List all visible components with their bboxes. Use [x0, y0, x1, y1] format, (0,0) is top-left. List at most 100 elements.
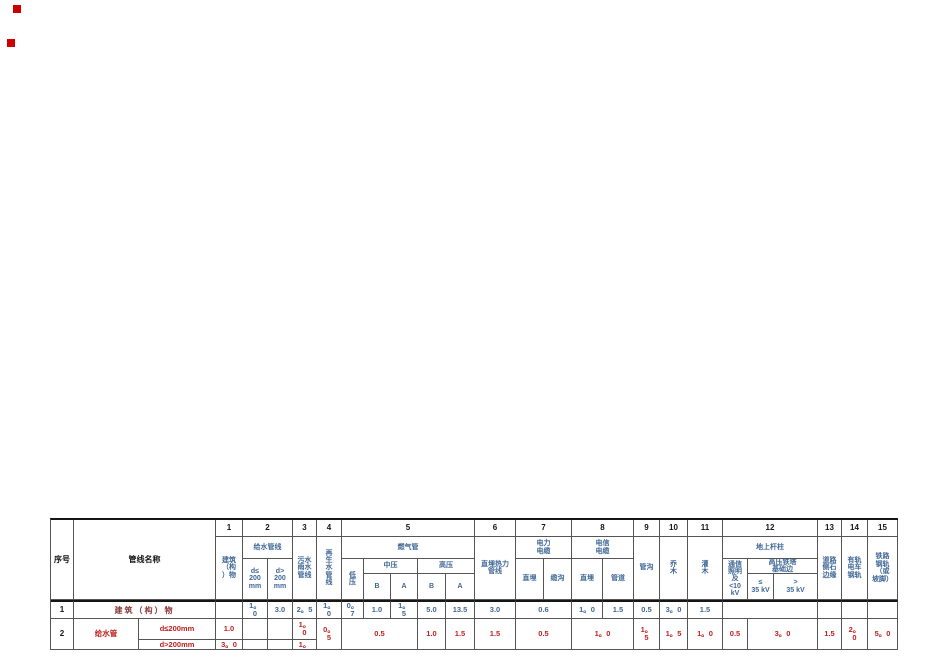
col-number: 15: [868, 520, 898, 537]
header-water-supply-group: 给水管线: [243, 537, 293, 559]
row2-cell-gas-high-a: 1.5: [446, 619, 475, 650]
row1-cell-gas-high-b: 5.0: [418, 600, 446, 619]
col-number: 4: [317, 520, 342, 537]
row2-cell-reclaimed: 0。 5: [317, 619, 342, 650]
header-pipeline-name: 管线名称: [74, 520, 216, 600]
header-gas-high-b: B: [418, 574, 446, 600]
row1-cell-tram: [842, 600, 868, 619]
row1-cell-trench: 0.5: [634, 600, 660, 619]
row1-name: 建筑（构）物: [74, 600, 216, 619]
header-pole-comm: 通信 照明 及 <10 kV: [723, 559, 748, 600]
row2-cell-building-large: 3。0: [216, 640, 243, 650]
row1-cell-building: [216, 600, 243, 619]
row2-spec-large: d>200mm: [139, 640, 216, 650]
row1-cell-shrub: 1.5: [688, 600, 723, 619]
col-number: 9: [634, 520, 660, 537]
header-telecom-direct: 直埋: [572, 559, 603, 600]
row2-cell-shrub: 1。0: [688, 619, 723, 650]
header-water-d-large: d> 200 mm: [268, 559, 293, 600]
header-telecom-duct: 管道: [603, 559, 634, 600]
header-water-d-small: d≤ 200 mm: [243, 559, 268, 600]
row2-cell-curb: 1.5: [818, 619, 842, 650]
col-number: 6: [475, 520, 516, 537]
header-gas-group: 燃气管: [342, 537, 475, 559]
header-gas-mid-b: B: [364, 574, 391, 600]
header-tree: 乔 木: [660, 537, 688, 600]
header-pole-group: 地上杆柱: [723, 537, 818, 559]
row1-cell-telecom-duct: 1.5: [603, 600, 634, 619]
row2-seq: 2: [51, 619, 74, 650]
header-railway-rail: 铁路 钢轨 （或 坡脚）: [868, 537, 898, 600]
col-number: 12: [723, 520, 818, 537]
col-number: 1: [216, 520, 243, 537]
row1-cell-reclaimed: 1。 0: [317, 600, 342, 619]
col-number: 2: [243, 520, 293, 537]
header-building: 建筑 （构 ）物: [216, 537, 243, 600]
header-road-curb: 道路 侧石 边缘: [818, 537, 842, 600]
header-telecom-cable-group: 电信 电缆: [572, 537, 634, 559]
header-pole-hv-tower: 高压铁塔 基础边: [748, 559, 818, 574]
row2-cell-pole-hv: 3。0: [748, 619, 818, 650]
row2-name: 给水管: [74, 619, 139, 650]
header-gas-high-a: A: [446, 574, 475, 600]
header-power-trench: 缆沟: [544, 559, 572, 600]
row1-cell-water-small: 1。 0: [243, 600, 268, 619]
header-hv-le35: ≤ 35 kV: [748, 574, 774, 600]
row2-cell-water-large: [268, 640, 293, 650]
header-gas-low: 低 压: [342, 559, 364, 600]
row2-cell-gas-high-b: 1.0: [418, 619, 446, 650]
header-shrub: 灌 木: [688, 537, 723, 600]
header-power-direct: 直埋: [516, 559, 544, 600]
row2-cell-water-small: [243, 619, 268, 640]
row2-cell-telecom: 1。0: [572, 619, 634, 650]
col-number: 8: [572, 520, 634, 537]
row2-cell-tram: 2。 0: [842, 619, 868, 650]
row2-cell-power: 0.5: [516, 619, 572, 650]
header-gas-mid: 中压: [364, 559, 418, 574]
row2-cell-heating: 1.5: [475, 619, 516, 650]
row2-cell-sewage-large: 1。: [293, 640, 317, 650]
col-number: 13: [818, 520, 842, 537]
col-number: 3: [293, 520, 317, 537]
row1-cell-water-large: 3.0: [268, 600, 293, 619]
row1-seq: 1: [51, 600, 74, 619]
row1-cell-pole: [723, 600, 818, 619]
red-marker: [7, 39, 15, 47]
row1-cell-gas-mid-b: 1.0: [364, 600, 391, 619]
row1-cell-gas-low: 0。 7: [342, 600, 364, 619]
pipeline-clearance-table: 序号 管线名称 1 2 3 4 5 6 7 8 9 10 11 12 13 14…: [50, 518, 898, 650]
row1-cell-rail: [868, 600, 898, 619]
row2-cell-tree: 1。5: [660, 619, 688, 650]
header-seq: 序号: [51, 520, 74, 600]
header-heating-pipeline: 直埋热力 管线: [475, 537, 516, 600]
row2-cell-trench: 1。 5: [634, 619, 660, 650]
header-pipe-trench: 管沟: [634, 537, 660, 600]
row1-cell-gas-mid-a: 1。 5: [391, 600, 418, 619]
col-number: 7: [516, 520, 572, 537]
header-power-cable-group: 电力 电缆: [516, 537, 572, 559]
row1-cell-curb: [818, 600, 842, 619]
row2-cell-pole-comm: 0.5: [723, 619, 748, 650]
col-number: 10: [660, 520, 688, 537]
col-number: 5: [342, 520, 475, 537]
row1-cell-telecom-direct: 1。0: [572, 600, 603, 619]
row2-cell-rail: 5。0: [868, 619, 898, 650]
row2-cell-water-small: [243, 640, 268, 650]
header-reclaimed-water: 再 生 水 管 线: [317, 537, 342, 600]
row2-cell-sewage-small: 1。 0: [293, 619, 317, 640]
header-tram-rail: 有轨 电车 钢轨: [842, 537, 868, 600]
header-gas-high: 高压: [418, 559, 475, 574]
row2-cell-water-large: [268, 619, 293, 640]
row1-cell-power: 0.6: [516, 600, 572, 619]
header-gas-mid-a: A: [391, 574, 418, 600]
row2-cell-gas-low-mid: 0.5: [342, 619, 418, 650]
header-sewage-rain: 污水 雨水 管线: [293, 537, 317, 600]
row2-cell-building-small: 1.0: [216, 619, 243, 640]
row1-cell-sewage: 2。5: [293, 600, 317, 619]
header-hv-gt35: > 35 kV: [774, 574, 818, 600]
row1-cell-heating: 3.0: [475, 600, 516, 619]
col-number: 14: [842, 520, 868, 537]
row1-cell-gas-high-a: 13.5: [446, 600, 475, 619]
red-marker: [13, 5, 21, 13]
col-number: 11: [688, 520, 723, 537]
